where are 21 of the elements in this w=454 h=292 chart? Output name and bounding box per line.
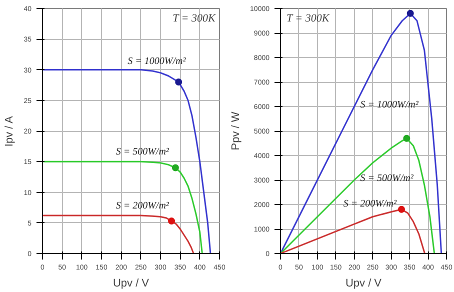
line-series xyxy=(42,69,212,254)
series-label: S = 200W/m² xyxy=(116,200,170,212)
x-axis-title: Upv / V xyxy=(112,278,150,290)
y-axis-title: Ipv / A xyxy=(4,115,16,147)
series-label: S = 500W/m² xyxy=(360,173,414,184)
point xyxy=(175,78,182,86)
point xyxy=(172,164,179,172)
annotation: T = 300K xyxy=(286,12,330,24)
line-series xyxy=(42,160,203,254)
line-series xyxy=(42,214,194,254)
point xyxy=(406,10,414,17)
point xyxy=(403,134,410,142)
series-label: S = 1000W/m² xyxy=(360,100,420,110)
point xyxy=(168,218,176,225)
series-label: S = 200W/m² xyxy=(343,198,398,210)
point xyxy=(398,206,405,213)
y-axis-title: Ppv / W xyxy=(230,111,242,150)
series-label: S = 1000W/m² xyxy=(128,56,187,67)
series-label: S = 500W/m² xyxy=(116,146,170,158)
annotation: T = 300K xyxy=(172,12,216,24)
x-axis-title: Upv / V xyxy=(345,278,382,290)
